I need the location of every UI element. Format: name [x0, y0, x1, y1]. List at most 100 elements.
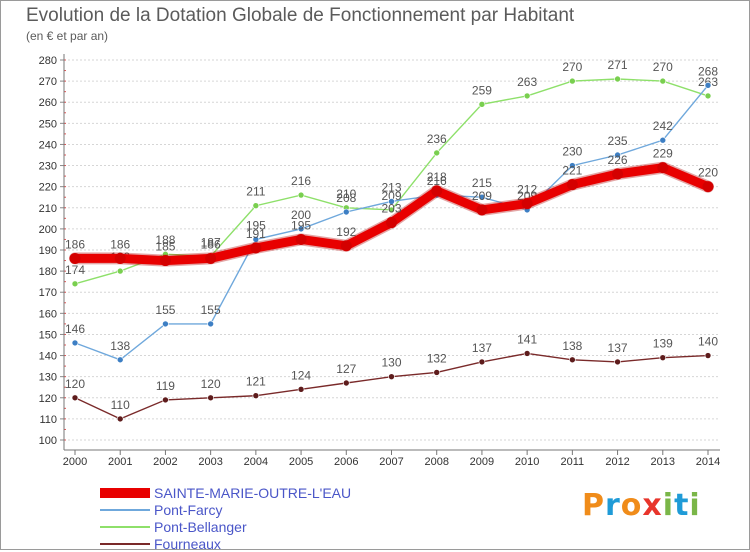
data-label: 270 — [562, 60, 582, 74]
series-point — [614, 358, 621, 366]
x-tick-label: 2001 — [108, 456, 132, 468]
data-label: 130 — [381, 356, 401, 370]
series-point — [433, 149, 441, 157]
legend-label: Fourneaux — [154, 535, 221, 552]
data-label: 140 — [698, 335, 718, 349]
series-point — [205, 252, 217, 264]
data-label: 271 — [608, 58, 628, 72]
series-point — [162, 320, 169, 328]
x-tick-label: 2003 — [198, 456, 222, 468]
data-label: 212 — [517, 183, 537, 197]
x-tick-label: 2006 — [334, 456, 358, 468]
x-tick-label: 2000 — [63, 456, 87, 468]
series-point — [704, 82, 712, 89]
legend-item[interactable]: SAINTE-MARIE-OUTRE-L'EAU — [100, 484, 351, 501]
x-tick-label: 2002 — [153, 456, 177, 468]
y-tick-label: 200 — [39, 224, 57, 236]
series-point — [521, 198, 533, 210]
series-point — [569, 77, 576, 85]
y-tick-label: 150 — [39, 329, 57, 341]
data-label: 186 — [65, 237, 85, 251]
series-point — [478, 101, 486, 108]
data-label: 259 — [472, 83, 492, 97]
data-label: 209 — [381, 189, 401, 203]
series-point — [71, 339, 79, 347]
data-label: 216 — [291, 174, 311, 188]
y-tick-label: 130 — [39, 372, 57, 384]
series-point — [566, 179, 578, 191]
y-tick-label: 280 — [39, 55, 57, 67]
legend-item[interactable]: Fourneaux — [100, 535, 351, 552]
series-point — [388, 206, 395, 214]
x-tick-label: 2004 — [244, 456, 268, 468]
data-label: 203 — [381, 202, 401, 216]
data-label: 195 — [246, 218, 266, 232]
data-label: 120 — [201, 377, 221, 391]
series-point — [342, 208, 350, 216]
data-label: 132 — [427, 351, 447, 365]
series-point — [69, 252, 81, 264]
data-label: 200 — [291, 208, 311, 222]
series-point — [252, 392, 260, 399]
data-label: 218 — [427, 170, 447, 184]
data-label: 138 — [562, 339, 582, 353]
data-label: 138 — [110, 339, 130, 353]
data-label: 226 — [608, 153, 628, 167]
series-point — [478, 193, 486, 201]
y-tick-label: 270 — [39, 76, 57, 88]
chart-title: Evolution de la Dotation Globale de Fonc… — [26, 5, 575, 26]
series-point — [295, 233, 307, 245]
legend-item[interactable]: Pont-Farcy — [100, 501, 351, 518]
series-point — [116, 415, 124, 423]
series-point — [340, 240, 352, 252]
data-label: 119 — [156, 379, 175, 393]
data-label: 242 — [653, 119, 673, 133]
series-point — [207, 320, 214, 328]
legend-item[interactable]: Pont-Bellanger — [100, 518, 351, 535]
data-label: 263 — [698, 75, 718, 89]
data-label: 215 — [472, 176, 492, 190]
logo-letter: P — [582, 488, 605, 523]
data-label: 235 — [608, 134, 628, 148]
data-label: 195 — [291, 218, 311, 232]
series-point — [71, 394, 79, 402]
series-point — [702, 181, 714, 193]
y-tick-label: 140 — [39, 351, 57, 363]
data-label: 229 — [653, 147, 673, 161]
data-label: 270 — [653, 60, 673, 74]
y-tick-label: 180 — [39, 266, 57, 278]
legend-label: Pont-Farcy — [154, 501, 223, 518]
data-label: 124 — [291, 368, 311, 382]
data-label: 155 — [201, 303, 221, 317]
y-tick-label: 230 — [39, 161, 57, 173]
series-point — [388, 198, 395, 205]
x-tick-label: 2010 — [515, 456, 539, 468]
series-point — [523, 92, 531, 100]
logo-letter: o — [620, 488, 643, 523]
data-label: 186 — [110, 237, 130, 251]
y-tick-label: 240 — [39, 139, 57, 151]
data-label: 127 — [336, 362, 356, 376]
series-point — [114, 252, 126, 264]
y-tick-label: 190 — [39, 245, 57, 257]
series-point — [162, 396, 169, 404]
x-tick-label: 2008 — [424, 456, 448, 468]
logo-letter: x — [642, 488, 663, 523]
data-label: 236 — [427, 132, 447, 146]
series-point — [476, 204, 488, 216]
data-label: 146 — [65, 322, 85, 336]
y-tick-label: 210 — [39, 203, 57, 215]
series-point — [614, 151, 621, 159]
logo-letter: i — [689, 488, 701, 523]
series-point — [388, 373, 395, 380]
x-tick-label: 2012 — [605, 456, 629, 468]
data-label: 268 — [698, 64, 718, 78]
data-label: 186 — [201, 237, 221, 251]
series-point — [252, 202, 260, 209]
y-tick-label: 170 — [39, 287, 57, 299]
series-point — [342, 379, 350, 387]
series-point — [704, 352, 712, 359]
y-tick-label: 120 — [39, 393, 57, 405]
chart-subtitle: (en € et par an) — [26, 29, 109, 43]
